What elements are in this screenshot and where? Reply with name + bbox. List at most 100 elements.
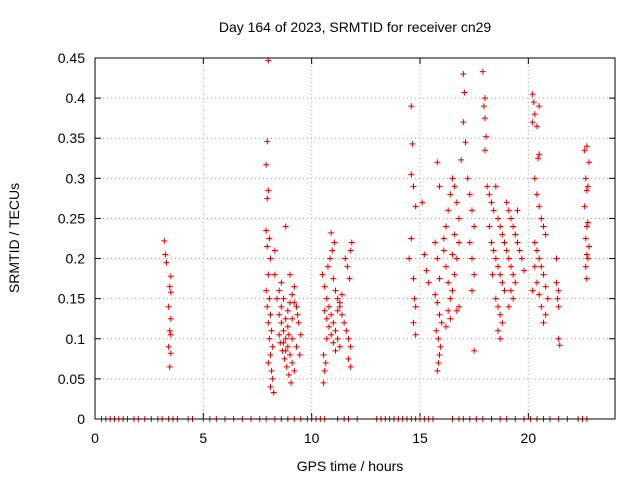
data-point xyxy=(495,263,501,270)
data-point xyxy=(538,215,545,222)
data-point xyxy=(419,199,426,206)
data-point xyxy=(514,207,521,214)
data-point xyxy=(345,355,352,362)
data-point xyxy=(495,303,501,310)
data-point xyxy=(332,327,339,334)
data-point xyxy=(518,255,525,262)
data-point xyxy=(433,327,440,334)
data-point xyxy=(529,119,536,126)
data-point xyxy=(434,255,441,262)
data-point xyxy=(554,295,561,302)
data-point xyxy=(328,311,335,318)
data-point xyxy=(328,331,335,338)
data-point xyxy=(512,279,519,286)
data-point xyxy=(440,247,447,254)
data-point xyxy=(486,191,493,198)
data-point xyxy=(443,263,449,270)
data-point xyxy=(165,303,172,310)
data-point xyxy=(289,291,296,298)
data-point xyxy=(289,315,296,322)
data-point xyxy=(284,343,291,350)
data-point xyxy=(542,311,549,318)
data-point xyxy=(471,271,478,278)
data-point xyxy=(263,287,270,294)
data-point xyxy=(328,229,335,236)
data-point xyxy=(167,350,174,357)
data-point xyxy=(270,389,277,396)
data-point xyxy=(287,271,293,278)
y-tick-label: 0 xyxy=(77,411,85,427)
data-point xyxy=(447,315,454,322)
data-point xyxy=(512,231,519,238)
data-point xyxy=(321,307,328,314)
data-point xyxy=(495,215,501,222)
data-point xyxy=(289,359,296,366)
data-point xyxy=(451,271,458,278)
data-point xyxy=(488,199,495,206)
y-tick-label: 0.4 xyxy=(66,90,86,106)
data-point xyxy=(296,351,303,358)
data-point xyxy=(408,171,415,178)
data-point xyxy=(284,307,291,314)
data-point xyxy=(495,327,501,334)
data-point xyxy=(339,311,345,318)
data-point xyxy=(553,279,560,286)
data-point xyxy=(288,379,295,386)
data-point xyxy=(339,291,345,298)
grid-lines xyxy=(95,58,615,419)
data-point xyxy=(586,159,592,166)
data-point xyxy=(347,343,354,350)
data-point xyxy=(456,239,462,246)
data-point xyxy=(447,295,454,302)
data-point xyxy=(268,327,275,334)
data-point xyxy=(408,103,415,110)
data-point xyxy=(167,273,174,280)
data-point xyxy=(555,303,562,310)
data-point xyxy=(553,255,560,262)
data-point xyxy=(531,111,538,118)
data-point xyxy=(449,175,456,182)
data-point xyxy=(434,367,441,374)
data-point xyxy=(293,343,300,350)
data-point xyxy=(542,283,549,290)
y-axis-label: SRMTID / TECUs xyxy=(6,183,22,293)
data-point xyxy=(451,183,458,190)
data-point xyxy=(542,231,549,238)
data-point xyxy=(466,191,473,198)
data-point xyxy=(336,343,343,350)
data-point xyxy=(167,315,174,322)
data-point xyxy=(327,255,334,262)
data-point xyxy=(460,71,467,78)
data-point xyxy=(583,251,590,258)
y-tick-label: 0.35 xyxy=(58,130,85,146)
data-point xyxy=(584,219,591,226)
data-point xyxy=(322,359,329,366)
data-point xyxy=(285,371,292,378)
data-point xyxy=(469,207,475,214)
data-point xyxy=(489,271,496,278)
data-point xyxy=(336,299,343,306)
data-point xyxy=(263,161,270,168)
chart-title: Day 164 of 2023, SRMTID for receiver cn2… xyxy=(219,19,492,35)
data-point xyxy=(320,351,327,358)
data-point xyxy=(329,247,336,254)
data-point xyxy=(555,287,562,294)
data-point xyxy=(436,351,443,358)
data-point xyxy=(435,335,442,342)
data-point xyxy=(265,359,272,366)
data-point xyxy=(425,279,432,286)
data-point xyxy=(443,223,449,230)
data-point xyxy=(331,239,338,246)
data-point xyxy=(287,351,293,358)
data-point xyxy=(409,140,416,147)
data-point xyxy=(434,159,441,166)
data-point xyxy=(162,251,169,258)
x-tick-label: 15 xyxy=(412,430,428,446)
data-point xyxy=(421,251,428,258)
data-point xyxy=(582,235,589,242)
data-point xyxy=(540,271,547,278)
data-point xyxy=(486,223,493,230)
data-point xyxy=(264,138,271,145)
data-point xyxy=(266,235,273,242)
data-point xyxy=(458,156,465,163)
